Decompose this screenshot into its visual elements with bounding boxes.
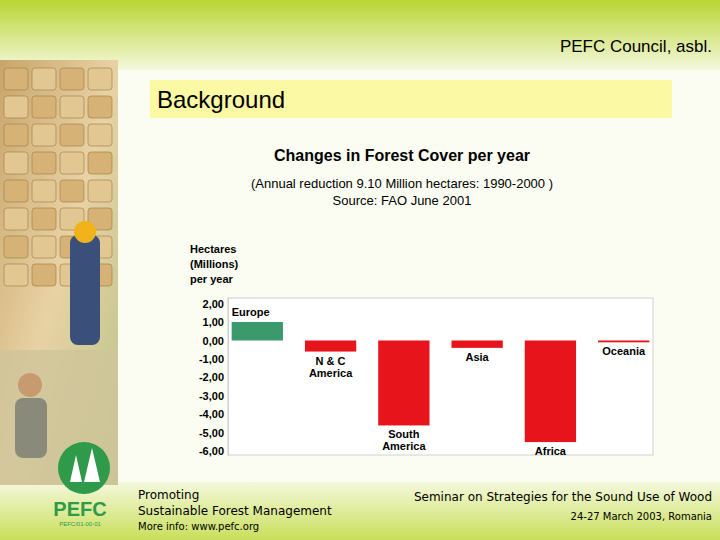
y-tick: 0,00 (203, 335, 228, 347)
bar (525, 340, 576, 442)
y-tick: -4,00 (199, 408, 228, 420)
bar (598, 340, 649, 342)
y-tick-label: -5,00 (199, 427, 224, 439)
timber-end (4, 68, 28, 90)
timber-end (32, 124, 56, 146)
header-text: PEFC Council, asbl. (560, 37, 712, 56)
logo-text: PEFC (53, 498, 106, 520)
helmet (74, 221, 96, 243)
bar (451, 340, 502, 347)
y-tick-label: 0,00 (203, 335, 224, 347)
timber-end (88, 180, 112, 202)
y-axis: 2,00 1,00 0,00 -1,00 -2,00 -3,00 -4,00 -5,00 -6,… (199, 298, 229, 458)
footer-band (0, 482, 720, 540)
pefc-logo: PEFCPEFC/01-00-01 (53, 442, 110, 527)
person-head (18, 373, 42, 397)
y-tick-label: -3,00 (199, 390, 224, 402)
timber-end (4, 208, 28, 230)
timber-end (32, 68, 56, 90)
timber-end (60, 124, 84, 146)
section-box (150, 80, 672, 118)
footer-seminar: Seminar on Strategies for the Sound Use … (414, 490, 712, 504)
timber-end (4, 236, 28, 258)
y-tick: 1,00 (203, 316, 228, 328)
slide: PEFCPEFC/01-00-01 PEFC Council, asbl. Back… (0, 0, 720, 540)
chart-subtitle: (Annual reduction 9.10 Million hectares:… (251, 176, 553, 191)
y-axis-line (228, 299, 229, 456)
timber-end (4, 180, 28, 202)
y-tick: -5,00 (199, 427, 228, 439)
timber-end (88, 68, 112, 90)
category-label: N & CAmerica (309, 355, 353, 379)
category-label: Asia (466, 351, 490, 363)
plot-frame (228, 298, 653, 455)
y-tick: -1,00 (199, 353, 228, 365)
timber-end (88, 96, 112, 118)
timber-end (32, 264, 56, 286)
person-body (15, 398, 47, 458)
y-axis-title: (Millions) (190, 258, 239, 270)
y-tick-label: -6,00 (199, 445, 224, 457)
timber-end (32, 236, 56, 258)
timber-end (60, 180, 84, 202)
category-label: Africa (535, 445, 567, 457)
timber-end (32, 180, 56, 202)
footer-date: 24-27 March 2003, Romania (571, 511, 712, 522)
footer-sfm: Sustainable Forest Management (138, 504, 332, 518)
chart-title: Changes in Forest Cover per year (274, 147, 530, 164)
photo-strip (0, 60, 118, 485)
logo-tree (70, 448, 100, 482)
footer-promoting: Promoting (138, 488, 199, 502)
bars (232, 322, 650, 442)
timber-end (32, 152, 56, 174)
bar (378, 340, 429, 425)
y-tick-label: -1,00 (199, 353, 224, 365)
y-tick: -6,00 (199, 445, 228, 457)
timber-end (88, 152, 112, 174)
y-tick-label: -4,00 (199, 408, 224, 420)
timber-end (88, 124, 112, 146)
bar (232, 322, 283, 340)
y-tick-label: 1,00 (203, 316, 224, 328)
y-tick-label: -2,00 (199, 371, 224, 383)
y-tick-label: 2,00 (203, 298, 224, 310)
category-label: SouthAmerica (382, 428, 426, 452)
timber-end (32, 208, 56, 230)
category-labels: Europe N & CAmerica SouthAmerica Asia Africa… (232, 306, 646, 457)
y-tick: -3,00 (199, 390, 228, 402)
y-tick: 2,00 (203, 298, 228, 310)
y-axis-title: per year (190, 273, 234, 285)
slide-background (0, 0, 720, 540)
worker (70, 235, 100, 345)
timber-end (60, 68, 84, 90)
timber-end (32, 96, 56, 118)
chart-subtitle: Source: FAO June 2001 (333, 193, 472, 208)
logo-circle (58, 442, 110, 494)
timber-end (4, 152, 28, 174)
y-tick: -2,00 (199, 371, 228, 383)
section-title: Background (157, 86, 285, 113)
timber-end (4, 264, 28, 286)
footer-info: More info: www.pefc.org (138, 521, 259, 532)
y-axis-title: Hectares (190, 243, 236, 255)
bar (305, 340, 356, 351)
logo-code: PEFC/01-00-01 (59, 521, 101, 527)
timber-end (60, 152, 84, 174)
timber-end (4, 124, 28, 146)
category-label: Oceania (602, 345, 646, 357)
timber-end (60, 96, 84, 118)
timber-end (4, 96, 28, 118)
category-label: Europe (232, 306, 270, 318)
header-band (0, 0, 720, 70)
photo-decoration (0, 68, 118, 485)
